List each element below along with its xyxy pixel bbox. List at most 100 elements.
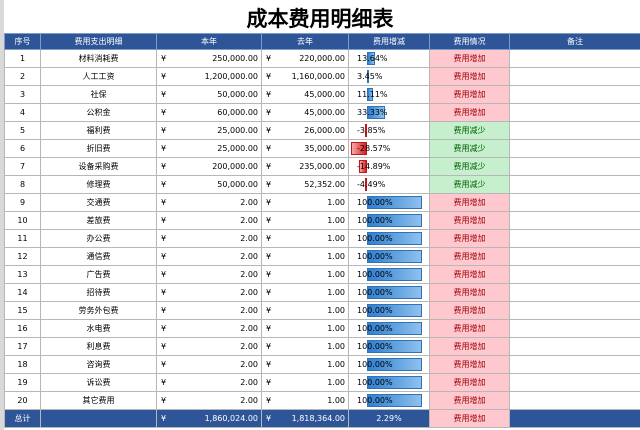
row-last-year[interactable]: ¥1.00 bbox=[261, 265, 349, 284]
row-this-year[interactable]: ¥2.00 bbox=[156, 391, 262, 410]
row-this-year[interactable]: ¥2.00 bbox=[156, 247, 262, 266]
header-last-year[interactable]: 去年 bbox=[261, 33, 349, 50]
row-last-year[interactable]: ¥1.00 bbox=[261, 283, 349, 302]
row-change[interactable]: 100.00% bbox=[348, 211, 430, 230]
row-change[interactable]: 100.00% bbox=[348, 283, 430, 302]
row-item[interactable]: 办公费 bbox=[40, 229, 157, 248]
row-note[interactable] bbox=[509, 301, 640, 320]
row-item[interactable]: 人工工资 bbox=[40, 67, 157, 86]
row-last-year[interactable]: ¥35,000.00 bbox=[261, 139, 349, 158]
row-item[interactable]: 修理费 bbox=[40, 175, 157, 194]
row-this-year[interactable]: ¥25,000.00 bbox=[156, 139, 262, 158]
row-no[interactable]: 3 bbox=[4, 85, 41, 104]
row-last-year[interactable]: ¥1.00 bbox=[261, 247, 349, 266]
row-last-year[interactable]: ¥1,160,000.00 bbox=[261, 67, 349, 86]
row-status[interactable]: 费用减少 bbox=[429, 139, 510, 158]
row-no[interactable]: 17 bbox=[4, 337, 41, 356]
row-last-year[interactable]: ¥1.00 bbox=[261, 229, 349, 248]
row-this-year[interactable]: ¥60,000.00 bbox=[156, 103, 262, 122]
row-change[interactable]: -4.49% bbox=[348, 175, 430, 194]
row-note[interactable] bbox=[509, 355, 640, 374]
row-status[interactable]: 费用增加 bbox=[429, 355, 510, 374]
row-status[interactable]: 费用增加 bbox=[429, 391, 510, 410]
row-status[interactable]: 费用增加 bbox=[429, 301, 510, 320]
total-item-cell[interactable] bbox=[40, 409, 157, 428]
row-last-year[interactable]: ¥1.00 bbox=[261, 355, 349, 374]
row-note[interactable] bbox=[509, 337, 640, 356]
row-this-year[interactable]: ¥25,000.00 bbox=[156, 121, 262, 140]
row-no[interactable]: 1 bbox=[4, 49, 41, 68]
row-change[interactable]: 100.00% bbox=[348, 355, 430, 374]
row-last-year[interactable]: ¥1.00 bbox=[261, 319, 349, 338]
row-status[interactable]: 费用增加 bbox=[429, 211, 510, 230]
row-note[interactable] bbox=[509, 67, 640, 86]
row-change[interactable]: 100.00% bbox=[348, 373, 430, 392]
row-last-year[interactable]: ¥45,000.00 bbox=[261, 85, 349, 104]
row-note[interactable] bbox=[509, 121, 640, 140]
row-item[interactable]: 利息费 bbox=[40, 337, 157, 356]
row-no[interactable]: 20 bbox=[4, 391, 41, 410]
row-no[interactable]: 8 bbox=[4, 175, 41, 194]
row-last-year[interactable]: ¥52,352.00 bbox=[261, 175, 349, 194]
row-note[interactable] bbox=[509, 49, 640, 68]
row-last-year[interactable]: ¥1.00 bbox=[261, 373, 349, 392]
row-item[interactable]: 折旧费 bbox=[40, 139, 157, 158]
header-note[interactable]: 备注 bbox=[509, 33, 640, 50]
row-this-year[interactable]: ¥1,200,000.00 bbox=[156, 67, 262, 86]
row-note[interactable] bbox=[509, 265, 640, 284]
row-no[interactable]: 4 bbox=[4, 103, 41, 122]
row-this-year[interactable]: ¥2.00 bbox=[156, 193, 262, 212]
row-change[interactable]: 100.00% bbox=[348, 265, 430, 284]
row-last-year[interactable]: ¥1.00 bbox=[261, 337, 349, 356]
row-change[interactable]: 100.00% bbox=[348, 301, 430, 320]
row-this-year[interactable]: ¥2.00 bbox=[156, 211, 262, 230]
row-note[interactable] bbox=[509, 157, 640, 176]
row-status[interactable]: 费用增加 bbox=[429, 265, 510, 284]
row-no[interactable]: 10 bbox=[4, 211, 41, 230]
row-item[interactable]: 差旅费 bbox=[40, 211, 157, 230]
total-change[interactable]: 2.29% bbox=[348, 409, 430, 428]
row-item[interactable]: 通信费 bbox=[40, 247, 157, 266]
row-no[interactable]: 5 bbox=[4, 121, 41, 140]
row-note[interactable] bbox=[509, 211, 640, 230]
row-status[interactable]: 费用增加 bbox=[429, 193, 510, 212]
header-item[interactable]: 费用支出明细 bbox=[40, 33, 157, 50]
row-this-year[interactable]: ¥2.00 bbox=[156, 229, 262, 248]
row-status[interactable]: 费用增加 bbox=[429, 283, 510, 302]
row-this-year[interactable]: ¥2.00 bbox=[156, 337, 262, 356]
row-item[interactable]: 招待费 bbox=[40, 283, 157, 302]
row-change[interactable]: 33.33% bbox=[348, 103, 430, 122]
row-status[interactable]: 费用增加 bbox=[429, 247, 510, 266]
row-item[interactable]: 其它费用 bbox=[40, 391, 157, 410]
row-change[interactable]: 100.00% bbox=[348, 391, 430, 410]
row-status[interactable]: 费用减少 bbox=[429, 121, 510, 140]
row-note[interactable] bbox=[509, 319, 640, 338]
row-no[interactable]: 7 bbox=[4, 157, 41, 176]
row-item[interactable]: 诉讼费 bbox=[40, 373, 157, 392]
row-this-year[interactable]: ¥2.00 bbox=[156, 355, 262, 374]
row-note[interactable] bbox=[509, 391, 640, 410]
row-change[interactable]: -3.85% bbox=[348, 121, 430, 140]
row-status[interactable]: 费用增加 bbox=[429, 229, 510, 248]
row-this-year[interactable]: ¥2.00 bbox=[156, 301, 262, 320]
row-change[interactable]: 13.64% bbox=[348, 49, 430, 68]
row-status[interactable]: 费用增加 bbox=[429, 103, 510, 122]
row-no[interactable]: 6 bbox=[4, 139, 41, 158]
row-note[interactable] bbox=[509, 283, 640, 302]
row-status[interactable]: 费用增加 bbox=[429, 85, 510, 104]
row-last-year[interactable]: ¥220,000.00 bbox=[261, 49, 349, 68]
row-item[interactable]: 社保 bbox=[40, 85, 157, 104]
total-status[interactable]: 费用增加 bbox=[429, 409, 510, 428]
row-status[interactable]: 费用增加 bbox=[429, 67, 510, 86]
row-note[interactable] bbox=[509, 139, 640, 158]
row-no[interactable]: 19 bbox=[4, 373, 41, 392]
row-last-year[interactable]: ¥26,000.00 bbox=[261, 121, 349, 140]
row-no[interactable]: 18 bbox=[4, 355, 41, 374]
row-this-year[interactable]: ¥50,000.00 bbox=[156, 175, 262, 194]
row-this-year[interactable]: ¥250,000.00 bbox=[156, 49, 262, 68]
row-note[interactable] bbox=[509, 175, 640, 194]
header-status[interactable]: 费用情况 bbox=[429, 33, 510, 50]
row-item[interactable]: 广告费 bbox=[40, 265, 157, 284]
row-this-year[interactable]: ¥200,000.00 bbox=[156, 157, 262, 176]
row-note[interactable] bbox=[509, 229, 640, 248]
